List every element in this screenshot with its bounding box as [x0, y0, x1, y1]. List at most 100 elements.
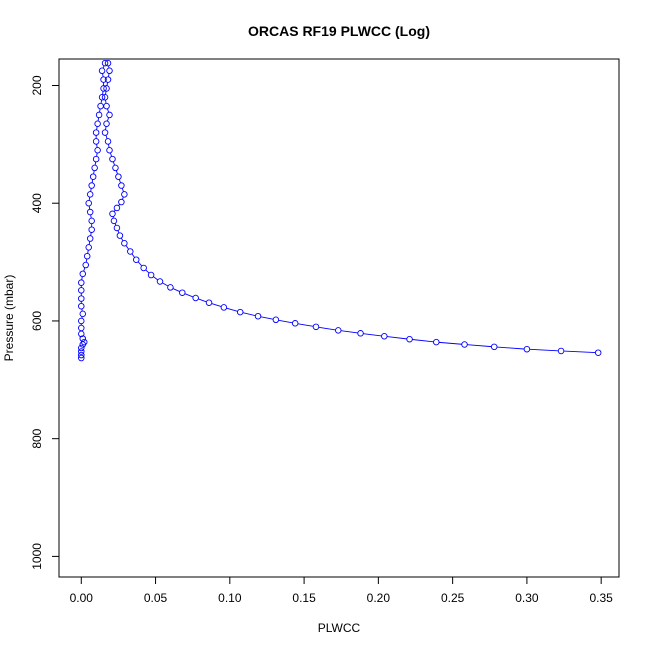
y-axis-label: Pressure (mbar): [2, 275, 16, 362]
data-point: [100, 76, 107, 83]
data-point: [381, 332, 388, 340]
x-axis-label: PLWCC: [318, 621, 361, 635]
data-point: [523, 345, 531, 353]
data-point: [254, 312, 262, 320]
data-point: [78, 295, 85, 302]
data-point: [103, 120, 110, 127]
data-point: [86, 235, 94, 242]
data-point: [86, 191, 94, 198]
series-line-segment: [297, 323, 314, 327]
data-point: [291, 320, 299, 327]
data-point: [109, 155, 116, 163]
series-line-segment: [121, 188, 124, 192]
series-line-segment: [97, 117, 100, 122]
y-tick-label: 400: [30, 193, 44, 213]
data-point: [557, 347, 565, 355]
series-line-segment: [81, 276, 83, 280]
series-line-segment: [226, 307, 238, 312]
series-line-segment: [105, 126, 107, 130]
data-point: [78, 348, 85, 355]
series-line-segment: [412, 339, 434, 343]
series-line-segment: [278, 319, 293, 324]
data-point: [92, 138, 100, 145]
data-point: [147, 271, 155, 279]
data-point: [192, 294, 199, 302]
y-axis: 200 400 600 800 1000: [30, 75, 60, 570]
data-point: [103, 102, 110, 110]
series-line-segment: [102, 91, 104, 95]
series-line-segment: [106, 117, 110, 122]
data-point: [116, 232, 124, 239]
data-point: [335, 327, 342, 334]
x-tick-label: 0.05: [144, 591, 168, 605]
data-point: [97, 102, 104, 110]
series-layer: [78, 59, 602, 362]
series-line-segment: [96, 126, 98, 130]
data-point: [89, 173, 97, 180]
data-point: [85, 199, 92, 207]
series-line-segment: [100, 99, 103, 104]
data-point: [156, 278, 164, 285]
series-line-segment: [112, 161, 115, 166]
data-point: [109, 210, 116, 218]
data-point: [79, 335, 87, 342]
series-line-segment: [105, 99, 107, 104]
data-point: [118, 182, 125, 189]
series-line-segment: [120, 237, 124, 242]
series-line-segment: [90, 232, 92, 236]
data-point: [100, 85, 107, 92]
series-line-segment: [184, 293, 194, 298]
series-line-segment: [94, 161, 97, 166]
data-point: [104, 76, 112, 83]
data-point: [433, 338, 440, 346]
y-tick-label: 800: [30, 428, 44, 448]
data-point: [236, 308, 244, 316]
series-line-segment: [102, 73, 104, 77]
data-point: [167, 284, 174, 291]
data-point: [88, 182, 95, 189]
data-point: [101, 129, 109, 136]
data-point: [132, 256, 140, 263]
series-line-segment: [145, 269, 150, 274]
series-line-segment: [467, 344, 492, 348]
data-point: [272, 316, 280, 324]
data-point: [81, 338, 88, 346]
x-tick-label: 0.10: [218, 591, 242, 605]
data-point: [594, 349, 602, 356]
series-line-segment: [96, 152, 98, 157]
data-point: [205, 299, 213, 306]
series-line-segment: [105, 135, 108, 139]
series-line-segment: [90, 214, 92, 219]
series-line-segment: [131, 253, 135, 258]
series-line-segment: [109, 152, 113, 157]
series-line-segment: [162, 282, 169, 287]
series-line-segment: [96, 144, 98, 148]
x-axis: 0.00 0.05 0.10 0.15 0.20 0.25 0.30 0.35: [70, 576, 613, 605]
data-point: [78, 354, 85, 362]
data-point: [461, 341, 468, 348]
data-point: [406, 335, 413, 343]
data-point: [101, 94, 109, 101]
series-line-segment: [318, 326, 336, 331]
data-point: [85, 244, 92, 251]
y-tick-label: 600: [30, 311, 44, 331]
data-point: [106, 146, 113, 154]
data-point: [113, 224, 121, 232]
data-point: [110, 217, 118, 225]
data-point: [106, 67, 113, 75]
data-point: [78, 287, 85, 294]
x-tick-label: 0.20: [367, 591, 391, 605]
series-line-segment: [529, 348, 559, 352]
chart-title: ORCAS RF19 PLWCC (Log): [248, 23, 430, 39]
data-point: [94, 120, 101, 127]
series-line-segment: [87, 250, 89, 254]
data-point: [79, 310, 87, 318]
data-point: [121, 239, 128, 247]
series-line-segment: [106, 82, 108, 86]
data-point: [106, 111, 113, 119]
data-point: [78, 351, 85, 359]
series-line-segment: [125, 245, 130, 250]
series-line-segment: [387, 336, 407, 340]
plot-frame: [58, 58, 620, 578]
x-tick-label: 0.00: [70, 591, 94, 605]
